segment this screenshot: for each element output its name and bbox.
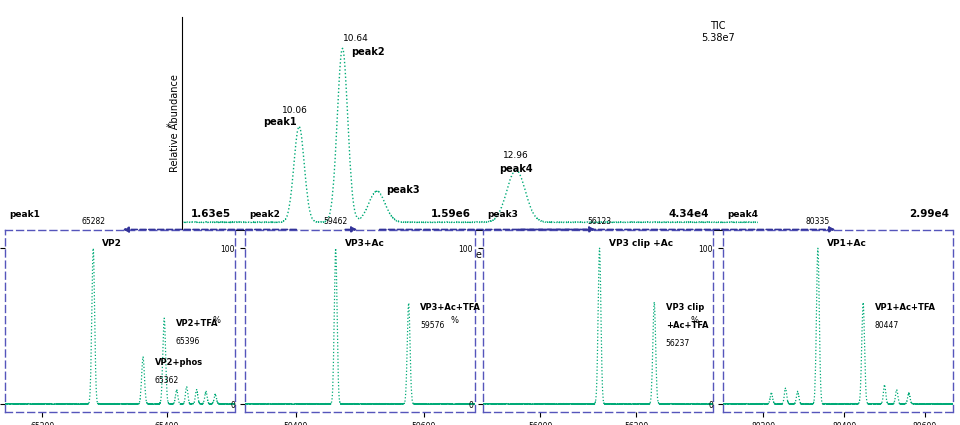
Text: 10.64: 10.64 (343, 34, 369, 43)
Text: VP2+phos: VP2+phos (155, 357, 203, 367)
Y-axis label: %: % (212, 316, 221, 326)
Text: 80447: 80447 (875, 321, 899, 330)
Text: 59462: 59462 (324, 217, 348, 226)
Text: peak4: peak4 (728, 210, 758, 218)
Text: VP3 clip +Ac: VP3 clip +Ac (609, 239, 673, 248)
Y-axis label: %: % (450, 316, 459, 326)
Text: 1.63e5: 1.63e5 (190, 209, 230, 218)
Text: +Ac+TFA: +Ac+TFA (666, 321, 708, 330)
Text: peak3: peak3 (386, 185, 420, 195)
Text: VP2+TFA: VP2+TFA (176, 318, 218, 328)
Text: VP3+Ac: VP3+Ac (345, 239, 385, 248)
Text: 65282: 65282 (82, 217, 106, 226)
Y-axis label: Relative Abundance: Relative Abundance (170, 74, 180, 172)
Text: peak1: peak1 (264, 117, 298, 127)
Text: VP3+Ac+TFA: VP3+Ac+TFA (420, 303, 481, 312)
Y-axis label: %: % (690, 316, 699, 326)
Text: peak3: peak3 (488, 210, 518, 218)
Text: peak2: peak2 (250, 210, 280, 218)
Text: TIC
5.38e7: TIC 5.38e7 (701, 21, 735, 43)
Text: peak2: peak2 (351, 47, 385, 57)
Text: 10.06: 10.06 (282, 105, 308, 115)
Text: peak4: peak4 (499, 164, 533, 174)
Text: 2.99e4: 2.99e4 (909, 209, 948, 218)
Text: 56123: 56123 (588, 217, 612, 226)
Text: VP1+Ac: VP1+Ac (828, 239, 867, 248)
Text: peak1: peak1 (10, 210, 40, 218)
Text: 56237: 56237 (666, 340, 690, 348)
Text: 80335: 80335 (805, 217, 830, 226)
Text: 12.96: 12.96 (503, 151, 529, 160)
Text: 65362: 65362 (155, 376, 179, 385)
Text: 4.34e4: 4.34e4 (668, 209, 708, 218)
Text: VP3 clip: VP3 clip (666, 303, 704, 312)
Text: *: * (166, 122, 171, 133)
Text: 59576: 59576 (420, 321, 444, 330)
Text: 65396: 65396 (176, 337, 200, 346)
Text: 1.59e6: 1.59e6 (431, 209, 470, 218)
Text: VP1+Ac+TFA: VP1+Ac+TFA (875, 303, 936, 312)
Text: VP2: VP2 (103, 239, 122, 248)
X-axis label: Time: Time (459, 249, 482, 260)
